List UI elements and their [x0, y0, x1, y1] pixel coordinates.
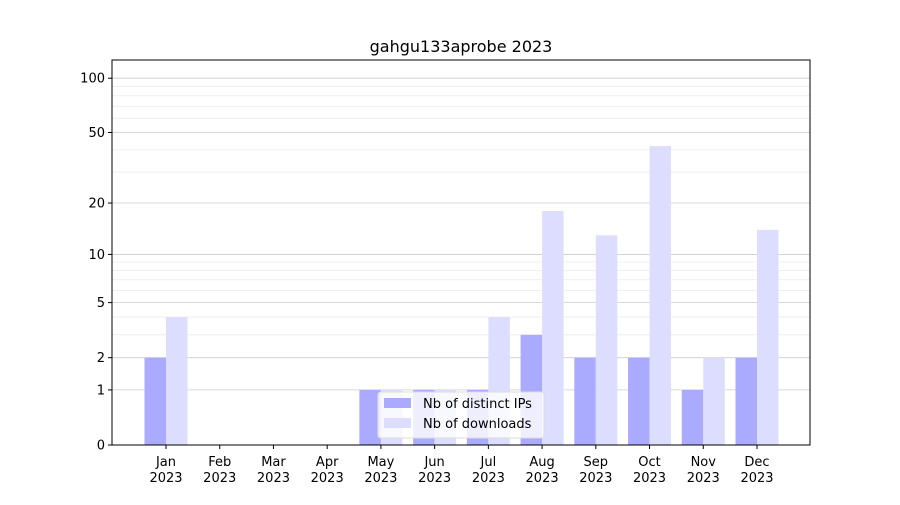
bar-distinct-ips: [628, 357, 650, 445]
bar-downloads: [757, 229, 779, 445]
y-tick-label: 0: [97, 439, 105, 454]
bar-distinct-ips: [681, 389, 704, 445]
x-tick-label-year: 2023: [526, 471, 559, 486]
bar-distinct-ips: [144, 357, 166, 445]
x-tick-label-year: 2023: [579, 471, 612, 486]
bar-downloads: [649, 146, 672, 445]
x-tick-label: Jun: [423, 455, 444, 470]
x-tick-label: Jul: [480, 455, 497, 470]
x-tick-label-year: 2023: [203, 471, 236, 486]
y-tick-label: 50: [88, 126, 105, 141]
x-tick-label-year: 2023: [257, 471, 290, 486]
bar-distinct-ips: [359, 389, 381, 445]
x-tick-label-year: 2023: [633, 471, 666, 486]
y-tick-label: 5: [97, 296, 105, 311]
legend-label: Nb of downloads: [423, 417, 532, 432]
x-tick-label-year: 2023: [149, 471, 182, 486]
bar-distinct-ips: [735, 357, 757, 445]
x-tick-label: Apr: [316, 455, 339, 470]
x-tick-label-year: 2023: [311, 471, 344, 486]
x-tick-label-year: 2023: [740, 471, 773, 486]
y-tick-label: 100: [80, 72, 105, 87]
y-tick-label: 10: [88, 248, 105, 263]
plot-frame: [111, 59, 811, 446]
bar-downloads: [703, 357, 725, 445]
x-tick-label: Nov: [691, 455, 717, 470]
bar-downloads: [166, 317, 188, 445]
x-tick-label: May: [367, 455, 394, 470]
x-tick-label: Mar: [261, 455, 286, 470]
x-tick-label: Oct: [638, 455, 660, 470]
y-tick-label: 20: [88, 197, 105, 212]
x-tick-label: Sep: [584, 455, 609, 470]
x-tick-label: Dec: [744, 455, 769, 470]
x-tick-label-year: 2023: [418, 471, 451, 486]
x-tick-label: Jan: [155, 455, 176, 470]
x-tick-label-year: 2023: [364, 471, 397, 486]
legend-label: Nb of distinct IPs: [423, 397, 532, 412]
x-tick-label: Aug: [529, 455, 554, 470]
chart-title: gahgu133aprobe 2023: [370, 37, 553, 56]
x-tick-label-year: 2023: [472, 471, 505, 486]
legend-swatch: [384, 418, 411, 428]
y-tick-label: 2: [97, 351, 105, 366]
bar-downloads: [542, 210, 564, 445]
legend-box: [377, 391, 545, 439]
y-tick-label: 1: [97, 383, 105, 398]
bar-downloads: [595, 235, 618, 445]
x-tick-label: Feb: [208, 455, 231, 470]
legend-swatch: [384, 398, 411, 408]
x-tick-label-year: 2023: [687, 471, 720, 486]
bar-distinct-ips: [574, 357, 596, 445]
